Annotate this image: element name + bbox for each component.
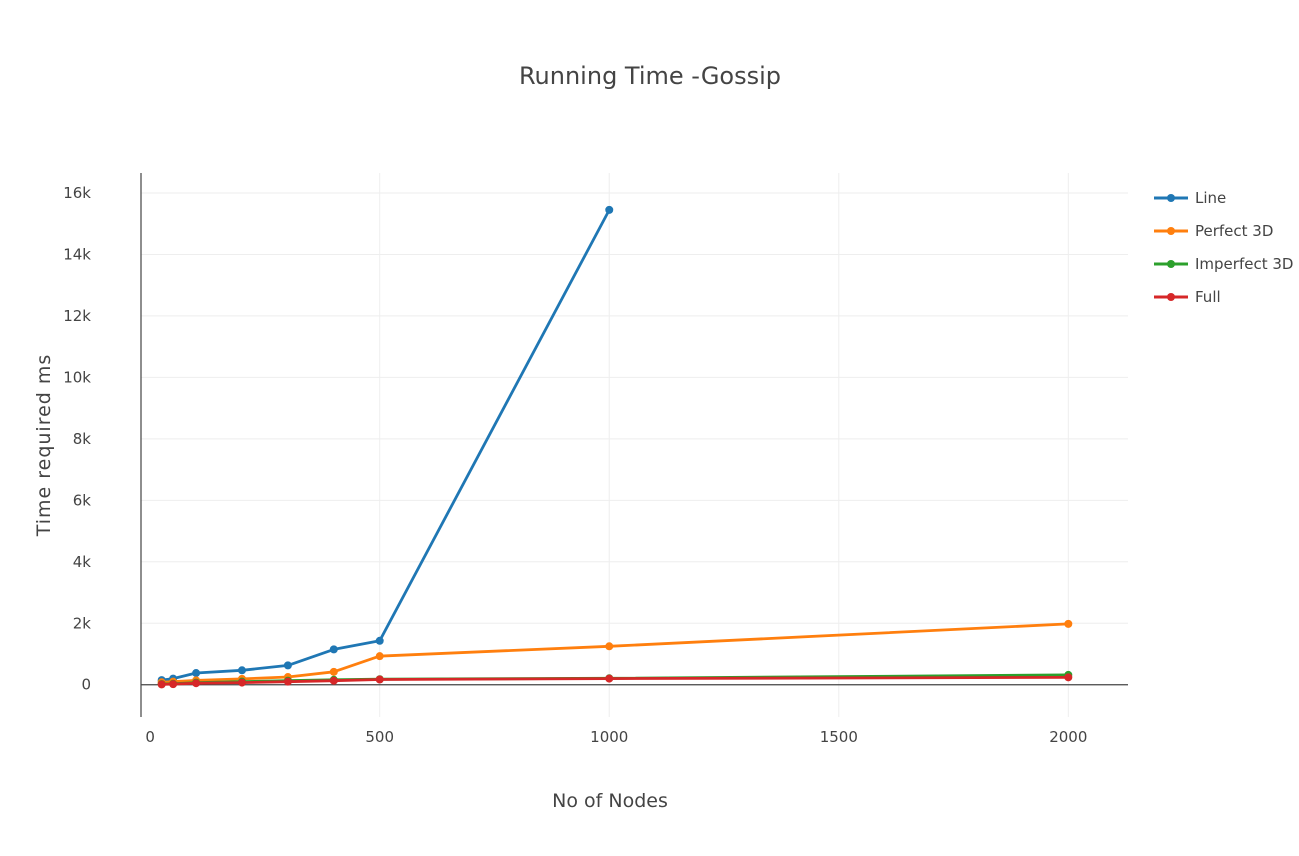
data-point-perfect-3d[interactable] (329, 667, 338, 676)
y-tick-labels: 0 2k 4k 6k 8k 10k 12k 14k 16k (63, 184, 91, 694)
y-tick-label: 0 (81, 676, 91, 694)
legend-label: Full (1195, 288, 1221, 306)
data-point-line[interactable] (329, 645, 338, 654)
y-axis-title: Time required ms (33, 354, 55, 538)
y-tick-label: 14k (63, 245, 91, 263)
x-tick-label: 1000 (590, 728, 628, 746)
x-tick-label: 1500 (820, 728, 858, 746)
data-point-full[interactable] (169, 680, 178, 689)
series-line-perfect-3d (160, 622, 1070, 684)
x-tick-label: 500 (365, 728, 394, 746)
data-point-perfect-3d[interactable] (375, 652, 384, 661)
legend-swatch-marker (1167, 260, 1175, 268)
axes (140, 173, 1128, 717)
y-tick-label: 16k (63, 184, 91, 202)
data-point-line[interactable] (375, 636, 384, 645)
y-tick-label: 2k (73, 614, 92, 632)
y-tick-label: 10k (63, 368, 91, 386)
chart-title: Running Time -Gossip (519, 62, 781, 90)
series-line (157, 205, 614, 685)
data-point-full[interactable] (237, 678, 246, 687)
data-point-full[interactable] (375, 675, 384, 684)
legend-label: Imperfect 3D (1195, 255, 1293, 273)
legend-item-imperfect-3d[interactable]: Imperfect 3D (1154, 255, 1293, 273)
data-point-line[interactable] (192, 669, 201, 678)
data-point-line[interactable] (237, 666, 246, 675)
legend-swatch-marker (1167, 227, 1175, 235)
legend-item-perfect-3d[interactable]: Perfect 3D (1154, 222, 1273, 240)
legend-swatch-marker (1167, 194, 1175, 202)
data-point-full[interactable] (283, 677, 292, 686)
data-point-full[interactable] (605, 674, 614, 683)
data-point-perfect-3d[interactable] (1064, 619, 1073, 628)
gridlines (141, 173, 1128, 717)
y-tick-label: 12k (63, 307, 91, 325)
x-tick-label: 0 (145, 728, 155, 746)
y-tick-label: 6k (73, 491, 92, 509)
legend-item-full[interactable]: Full (1154, 288, 1221, 306)
y-tick-label: 4k (73, 553, 92, 571)
data-series (157, 205, 1073, 689)
series-full (157, 673, 1073, 689)
legend-item-line[interactable]: Line (1154, 189, 1226, 207)
data-point-full[interactable] (329, 676, 338, 685)
legend-swatch-marker (1167, 293, 1175, 301)
legend-label: Line (1195, 189, 1226, 207)
legend-label: Perfect 3D (1195, 222, 1273, 240)
series-line-full (160, 676, 1070, 686)
series-line-line (160, 208, 611, 682)
x-tick-label: 2000 (1049, 728, 1087, 746)
data-point-line[interactable] (605, 205, 614, 214)
data-point-full[interactable] (192, 679, 201, 688)
data-point-full[interactable] (157, 680, 166, 689)
data-point-line[interactable] (283, 661, 292, 670)
data-point-full[interactable] (1064, 673, 1073, 682)
x-tick-labels: 0 500 1000 1500 2000 (145, 728, 1087, 746)
x-axis-title: No of Nodes (552, 790, 668, 812)
data-point-perfect-3d[interactable] (605, 642, 614, 651)
y-tick-label: 8k (73, 430, 92, 448)
legend: Line Perfect 3D Imperfect 3D Full (1154, 189, 1293, 306)
